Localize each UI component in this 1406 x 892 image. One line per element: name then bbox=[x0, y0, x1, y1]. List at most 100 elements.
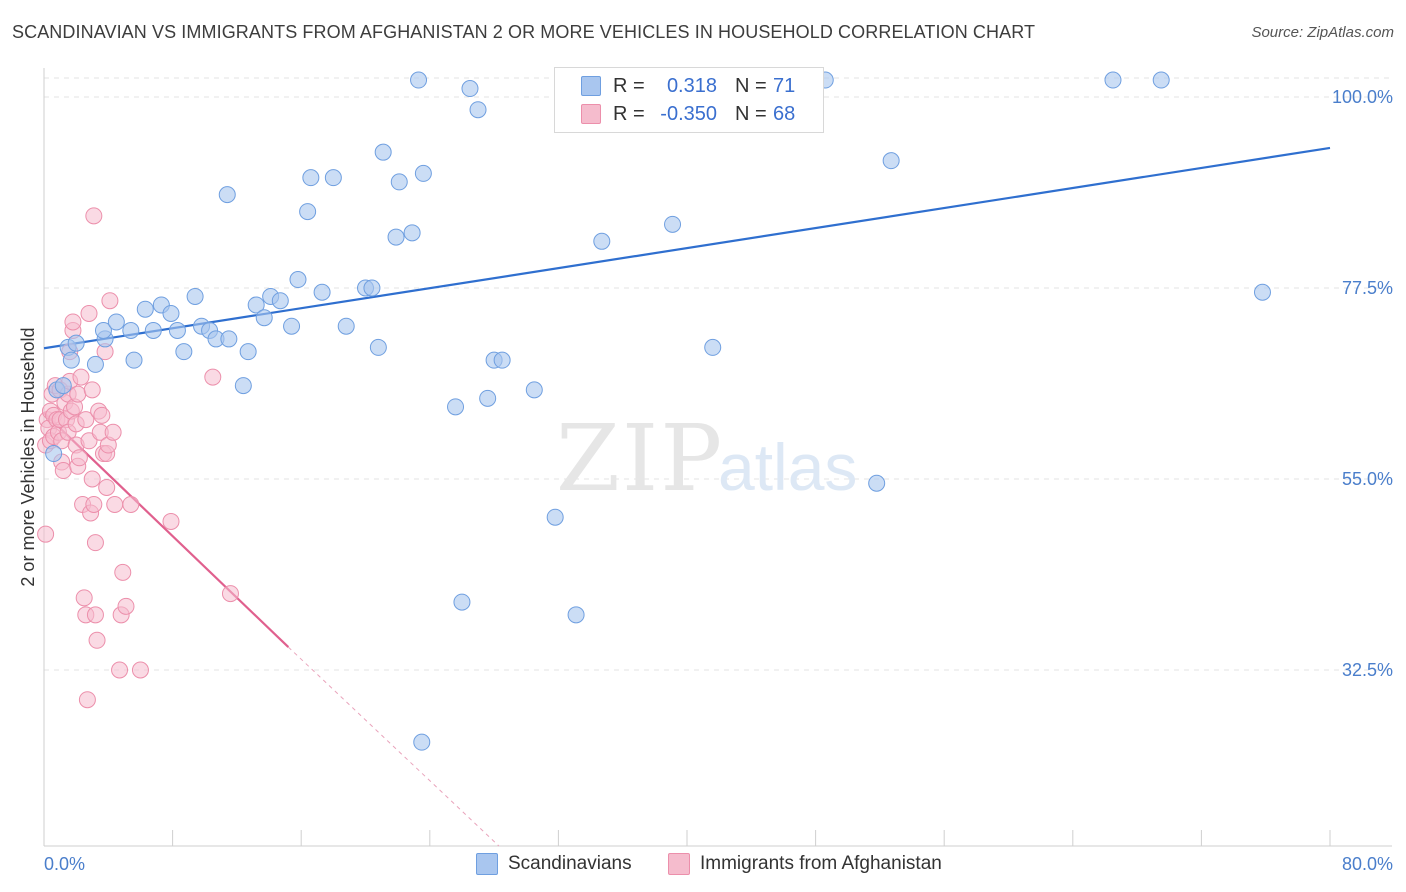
point-scandinavians bbox=[337, 317, 355, 335]
legend-swatch-blue bbox=[476, 853, 498, 875]
legend-n-label: N = bbox=[735, 103, 767, 125]
point-afghanistan bbox=[101, 292, 119, 310]
point-afghanistan bbox=[204, 368, 222, 386]
point-scandinavians bbox=[220, 330, 238, 348]
point-scandinavians bbox=[299, 203, 317, 221]
point-afghanistan bbox=[98, 478, 116, 496]
legend-label: Immigrants from Afghanistan bbox=[700, 853, 942, 874]
point-afghanistan bbox=[111, 661, 129, 679]
point-scandinavians bbox=[107, 313, 125, 331]
x-tick-label: 80.0% bbox=[1342, 854, 1393, 874]
point-scandinavians bbox=[390, 173, 408, 191]
point-afghanistan bbox=[75, 589, 93, 607]
watermark-atlas: atlas bbox=[718, 430, 857, 504]
source-label: Source: ZipAtlas.com bbox=[1251, 24, 1394, 41]
point-scandinavians bbox=[125, 351, 143, 369]
point-afghanistan bbox=[86, 534, 104, 552]
point-scandinavians bbox=[453, 593, 471, 611]
legend-n-label: N = bbox=[735, 75, 767, 97]
watermark-zip: ZIP bbox=[556, 405, 724, 512]
point-scandinavians bbox=[1152, 71, 1170, 89]
point-scandinavians bbox=[86, 355, 104, 373]
point-scandinavians bbox=[525, 381, 543, 399]
legend-n-value: 68 bbox=[773, 103, 796, 125]
legend-row-afghanistan: R = -0.350 N = 68 bbox=[555, 100, 823, 128]
legend-swatch-pink bbox=[668, 853, 690, 875]
point-afghanistan bbox=[85, 207, 103, 225]
tick-labels: 32.5% 55.0% 77.5% 100.0% 0.0% 80.0% bbox=[44, 87, 1393, 874]
point-scandinavians bbox=[175, 343, 193, 361]
point-afghanistan bbox=[93, 406, 111, 424]
point-scandinavians bbox=[144, 321, 162, 339]
point-scandinavians bbox=[162, 304, 180, 322]
point-afghanistan bbox=[88, 631, 106, 649]
point-scandinavians bbox=[324, 169, 342, 187]
legend-n-value: 71 bbox=[773, 75, 796, 97]
point-scandinavians bbox=[122, 321, 140, 339]
x-tick-label: 0.0% bbox=[44, 854, 85, 874]
point-scandinavians bbox=[283, 317, 301, 335]
afghanistan-points bbox=[37, 207, 239, 709]
axes bbox=[43, 68, 1392, 847]
point-scandinavians bbox=[45, 445, 63, 463]
point-scandinavians bbox=[239, 343, 257, 361]
point-scandinavians bbox=[186, 287, 204, 305]
point-afghanistan bbox=[69, 385, 87, 403]
point-afghanistan bbox=[104, 423, 122, 441]
point-scandinavians bbox=[289, 271, 307, 289]
legend-r-value: 0.318 bbox=[666, 75, 717, 97]
afghanistan-trend bbox=[43, 411, 500, 847]
point-afghanistan bbox=[70, 449, 88, 467]
point-scandinavians bbox=[271, 292, 289, 310]
point-scandinavians bbox=[136, 300, 154, 318]
legend-row-scandinavians: R = 0.318 N = 71 bbox=[555, 72, 823, 100]
point-scandinavians bbox=[403, 224, 421, 242]
point-scandinavians bbox=[62, 351, 80, 369]
point-scandinavians bbox=[234, 377, 252, 395]
scandinavians-points bbox=[45, 71, 1271, 751]
trend-line-afghanistan-extension bbox=[287, 646, 500, 847]
point-scandinavians bbox=[882, 152, 900, 170]
y-tick-label: 55.0% bbox=[1342, 469, 1393, 489]
correlation-legend: R = 0.318 N = 71 R = -0.350 N = 68 bbox=[554, 67, 824, 133]
point-afghanistan bbox=[117, 597, 135, 615]
legend-r-value: -0.350 bbox=[660, 103, 717, 125]
point-afghanistan bbox=[64, 313, 82, 331]
point-scandinavians bbox=[54, 377, 72, 395]
point-afghanistan bbox=[131, 661, 149, 679]
point-scandinavians bbox=[168, 321, 186, 339]
y-axis-label: 2 or more Vehicles in Household bbox=[18, 327, 38, 586]
point-scandinavians bbox=[461, 80, 479, 98]
point-scandinavians bbox=[363, 279, 381, 297]
point-afghanistan bbox=[114, 563, 132, 581]
trend-line-scandinavians bbox=[43, 146, 1331, 350]
watermark: ZIP atlas bbox=[556, 405, 857, 512]
point-afghanistan bbox=[80, 432, 98, 450]
point-scandinavians bbox=[94, 321, 112, 339]
point-scandinavians bbox=[247, 296, 265, 314]
point-afghanistan bbox=[80, 304, 98, 322]
point-afghanistan bbox=[54, 462, 72, 480]
point-scandinavians bbox=[67, 334, 85, 352]
point-scandinavians bbox=[255, 309, 273, 327]
grid-lines bbox=[44, 77, 1392, 671]
point-scandinavians bbox=[410, 71, 428, 89]
point-afghanistan bbox=[162, 512, 180, 530]
point-scandinavians bbox=[704, 338, 722, 356]
point-scandinavians bbox=[593, 232, 611, 250]
point-scandinavians bbox=[413, 733, 431, 751]
point-afghanistan bbox=[83, 381, 101, 399]
point-scandinavians bbox=[868, 474, 886, 492]
point-scandinavians bbox=[493, 351, 511, 369]
point-scandinavians bbox=[387, 228, 405, 246]
point-scandinavians bbox=[218, 186, 236, 204]
point-afghanistan bbox=[78, 691, 96, 709]
legend-r-label: R = bbox=[613, 75, 645, 97]
point-scandinavians bbox=[1104, 71, 1122, 89]
point-scandinavians bbox=[664, 215, 682, 233]
scandinavians-trend bbox=[43, 146, 1331, 350]
point-scandinavians bbox=[567, 606, 585, 624]
point-afghanistan bbox=[106, 495, 124, 513]
point-afghanistan bbox=[72, 368, 90, 386]
series-legend: Scandinavians Immigrants from Afghanista… bbox=[0, 850, 1406, 880]
